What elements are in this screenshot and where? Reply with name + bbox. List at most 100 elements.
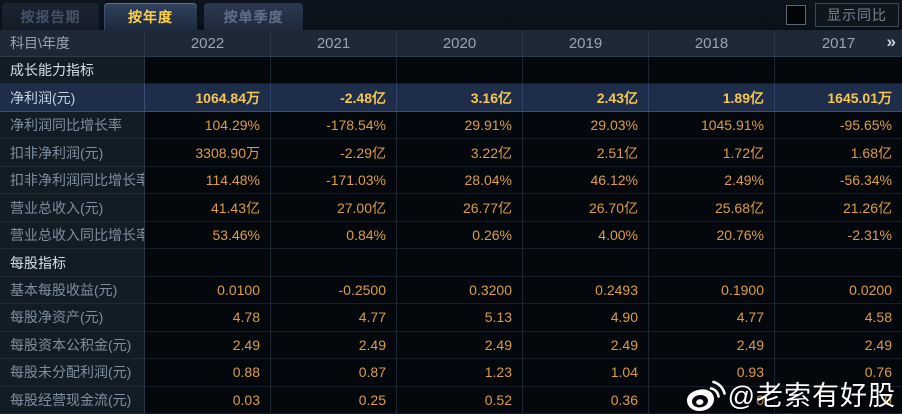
cell-value [775,57,902,85]
cell-value: 0.3200 [397,276,523,305]
cell-value: 3.16亿 [397,84,523,112]
table-row[interactable]: 每股净资产(元) 4.78 4.77 5.13 4.90 4.77 4.58 [0,304,902,332]
cell-value: 2.51亿 [523,139,649,167]
year-column-header: 2021 [271,30,397,56]
cell-value: 4.77 [271,304,397,332]
cell-value: 26.77亿 [397,194,523,222]
cell-value: -95.65% [775,111,902,140]
cell-value: 2.49 [523,331,649,360]
cell-value: 0.84% [271,221,397,250]
cell-value: 0.26% [397,221,523,250]
table-row[interactable]: 净利润(元) 1064.84万 -2.48亿 3.16亿 2.43亿 1.89亿 1645.… [0,84,902,112]
tab-by-report-period[interactable]: 按报告期 [2,3,99,30]
show-yoy-button[interactable]: 显示同比 [815,3,899,27]
cell-value: 2.49 [649,331,775,360]
cell-value: 1645.01万 [775,84,902,112]
section-row: 每股指标 [0,249,902,277]
row-label: 扣非净利润同比增长率 [0,166,145,195]
table-row[interactable]: 每股经营现金流(元) 0.03 0.25 0.52 0.36 0 9 [0,386,902,414]
table-row[interactable]: 净利润同比增长率 104.29% -178.54% 29.91% 29.03% 1045.… [0,111,902,140]
row-label: 扣非净利润(元) [0,139,145,167]
table-row[interactable]: 营业总收入(元) 41.43亿 27.00亿 26.77亿 26.70亿 25.68亿 21… [0,194,902,222]
cell-value: -2.31% [775,221,902,250]
cell-value [145,57,271,85]
cell-value: -2.29亿 [271,139,397,167]
cell-value: 1.23 [397,359,523,387]
cell-value [397,249,523,277]
table-row[interactable]: 扣非净利润(元) 3308.90万 -2.29亿 3.22亿 2.51亿 1.72亿 1.6… [0,139,902,167]
table-header-row: 科目\年度 2022 2021 2020 2019 2018 2017» [0,30,902,57]
row-label: 每股净资产(元) [0,304,145,332]
table-row[interactable]: 扣非净利润同比增长率 114.48% -171.03% 28.04% 46.12% 2.4… [0,166,902,195]
table-row[interactable]: 每股未分配利润(元) 0.88 0.87 1.23 1.04 0.93 0.76 [0,359,902,387]
cell-value: 1.72亿 [649,139,775,167]
cell-value: 0.88 [145,359,271,387]
cell-value: 9 [775,386,902,414]
cell-value: 2.49 [397,331,523,360]
cell-value: 46.12% [523,166,649,195]
cell-value [271,57,397,85]
cell-value: 114.48% [145,166,271,195]
cell-value [775,249,902,277]
year-column-header: 2020 [397,30,523,56]
row-label: 成长能力指标 [0,57,145,85]
cell-value: -171.03% [271,166,397,195]
cell-value: 0.52 [397,386,523,414]
cell-value: 20.76% [649,221,775,250]
cell-value: 2.49 [145,331,271,360]
cell-value: 25.68亿 [649,194,775,222]
cell-value: 0.93 [649,359,775,387]
cell-value: 4.58 [775,304,902,332]
corner-header: 科目\年度 [0,30,145,56]
cell-value: 0.0100 [145,276,271,305]
cell-value: -178.54% [271,111,397,140]
cell-value: 0 [649,386,775,414]
year-column-header: 2017» [821,32,896,52]
cell-value: 0.1900 [649,276,775,305]
row-label: 每股未分配利润(元) [0,359,145,387]
row-label: 基本每股收益(元) [0,276,145,305]
table-row[interactable]: 每股资本公积金(元) 2.49 2.49 2.49 2.49 2.49 2.49 [0,331,902,360]
cell-value: 1064.84万 [145,84,271,112]
cell-value: 29.03% [523,111,649,140]
cell-value: 4.77 [649,304,775,332]
cell-value: 2.49 [775,331,902,360]
cell-value: 41.43亿 [145,194,271,222]
cell-value: 0.76 [775,359,902,387]
cell-value: -56.34% [775,166,902,195]
cell-value: 0.2493 [523,276,649,305]
table-row[interactable]: 基本每股收益(元) 0.0100 -0.2500 0.3200 0.2493 0.1900… [0,276,902,305]
cell-value: 27.00亿 [271,194,397,222]
table-row[interactable]: 营业总收入同比增长率 53.46% 0.84% 0.26% 4.00% 20.76% -2.… [0,221,902,250]
tab-by-quarter[interactable]: 按单季度 [204,3,303,30]
cell-value: 3.22亿 [397,139,523,167]
cell-value: 26.70亿 [523,194,649,222]
row-label: 营业总收入(元) [0,194,145,222]
cell-value: 1.04 [523,359,649,387]
cell-value: 3308.90万 [145,139,271,167]
cell-value [649,249,775,277]
row-label: 每股指标 [0,249,145,277]
cell-value: 28.04% [397,166,523,195]
more-years-icon[interactable]: » [886,32,896,52]
cell-value: 0.36 [523,386,649,414]
cell-value: 2.49% [649,166,775,195]
tab-by-year[interactable]: 按年度 [104,3,197,30]
cell-value: 2.49 [271,331,397,360]
show-yoy-checkbox[interactable] [786,5,806,25]
yoy-controls: 显示同比 [786,3,899,27]
cell-value: -0.2500 [271,276,397,305]
cell-value: 29.91% [397,111,523,140]
cell-value [271,249,397,277]
cell-value: 2.43亿 [523,84,649,112]
row-label: 净利润同比增长率 [0,111,145,140]
cell-value [523,57,649,85]
period-tab-bar: 按报告期 按年度 按单季度 显示同比 [0,0,902,30]
cell-value: 1.89亿 [649,84,775,112]
cell-value: 1.68亿 [775,139,902,167]
financial-table: 科目\年度 2022 2021 2020 2019 2018 2017» 成长能力指标 净利润(… [0,30,902,414]
cell-value: 21.26亿 [775,194,902,222]
cell-value: 0.03 [145,386,271,414]
cell-value: 4.90 [523,304,649,332]
